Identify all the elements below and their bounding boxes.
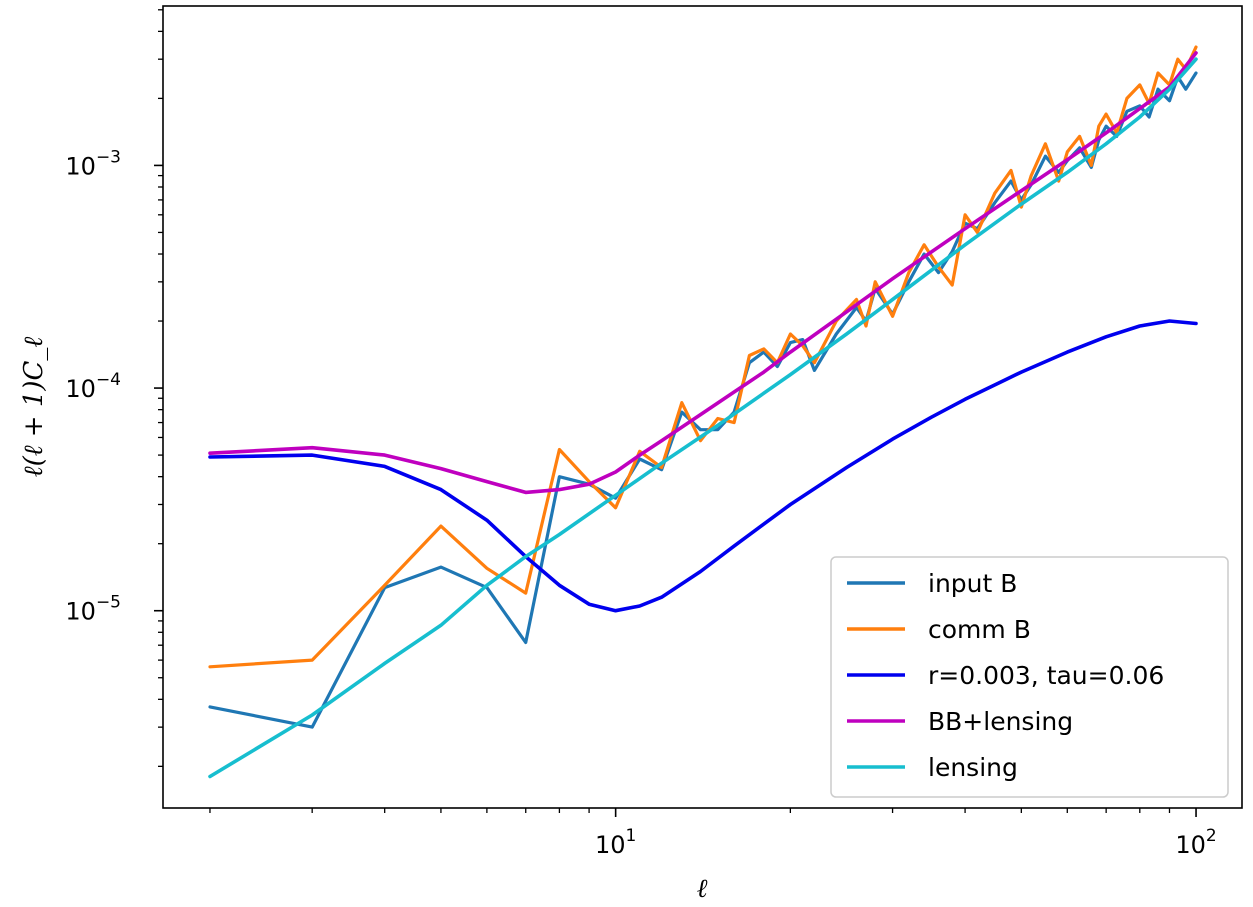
series-layer bbox=[208, 45, 1198, 779]
plot-frame bbox=[162, 5, 1243, 809]
series-line-lensing bbox=[208, 57, 1198, 779]
y-tick-label: 10−4 bbox=[65, 370, 121, 403]
legend-label-r-0-003-tau-0-06: r=0.003, tau=0.06 bbox=[928, 661, 1164, 690]
legend: input B comm B r=0.003, tau=0.06 BB+lensing… bbox=[830, 556, 1229, 798]
x-tick-label: 102 bbox=[1175, 826, 1216, 859]
y-tick-label: 10−3 bbox=[65, 147, 121, 180]
x-tick-label: 101 bbox=[595, 826, 636, 859]
legend-label-bb-lensing: BB+lensing bbox=[928, 707, 1073, 736]
y-tick-label: 10−5 bbox=[65, 593, 121, 626]
legend-box bbox=[830, 556, 1229, 798]
series-line-bb-lensing bbox=[208, 51, 1198, 495]
legend-label-lensing: lensing bbox=[928, 753, 1018, 782]
x-axis-ticks: 101 102 bbox=[209, 808, 1217, 859]
y-axis-ticks: 10−5 10−4 10−3 bbox=[65, 9, 163, 767]
series-line-r-0-003-tau-0-06 bbox=[208, 319, 1198, 613]
legend-label-comm-b: comm B bbox=[928, 615, 1031, 644]
legend-label-input-b: input B bbox=[928, 569, 1017, 598]
y-axis-label: ℓ(ℓ + 1)C_ℓ bbox=[19, 337, 49, 478]
x-axis-label: ℓ bbox=[697, 874, 708, 904]
